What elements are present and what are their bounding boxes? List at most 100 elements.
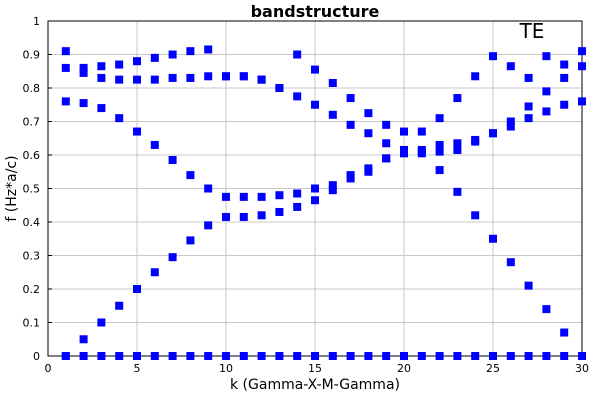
data-point — [346, 94, 355, 103]
x-tick-label: 20 — [397, 362, 411, 375]
data-point — [489, 52, 497, 61]
data-point — [542, 305, 551, 314]
data-point — [311, 65, 319, 74]
data-point — [435, 140, 444, 149]
data-point — [328, 352, 337, 360]
data-point — [115, 75, 124, 84]
data-point — [560, 328, 569, 337]
data-point — [239, 352, 248, 360]
data-point — [97, 62, 106, 71]
data-point — [328, 186, 337, 195]
data-point — [293, 189, 302, 198]
data-point — [489, 129, 497, 138]
data-point — [417, 127, 426, 136]
data-point — [542, 107, 551, 116]
data-point — [471, 135, 480, 144]
data-point — [506, 352, 515, 360]
y-tick-label: 0.7 — [23, 116, 41, 129]
data-point — [453, 94, 462, 103]
data-point — [542, 52, 551, 61]
data-point — [506, 258, 515, 267]
x-tick-label: 5 — [134, 362, 141, 375]
data-point — [97, 318, 106, 327]
data-point — [168, 50, 177, 59]
chart-title: bandstructure — [251, 2, 380, 21]
data-point — [79, 335, 88, 344]
data-point — [364, 109, 373, 118]
data-point — [578, 97, 586, 106]
data-point — [578, 47, 586, 56]
data-point — [168, 73, 177, 82]
data-point — [435, 114, 444, 123]
data-point — [257, 75, 266, 84]
data-point — [524, 114, 533, 123]
data-point — [346, 352, 355, 360]
data-point — [542, 87, 551, 96]
x-tick-label: 0 — [45, 362, 52, 375]
data-point — [506, 122, 515, 131]
data-point — [400, 127, 408, 136]
data-point — [311, 100, 319, 109]
data-point — [489, 234, 497, 243]
y-tick-label: 1 — [33, 15, 40, 28]
data-point — [168, 253, 177, 262]
data-point — [79, 63, 88, 72]
data-point — [293, 352, 302, 360]
data-point — [97, 352, 106, 360]
data-point — [417, 147, 426, 156]
data-point — [79, 352, 88, 360]
data-point — [453, 187, 462, 196]
data-point — [453, 145, 462, 154]
data-point — [524, 102, 533, 111]
data-point — [186, 73, 195, 82]
data-point — [382, 154, 391, 163]
data-point — [133, 57, 141, 66]
data-point — [186, 236, 195, 245]
data-point — [97, 104, 106, 113]
data-point — [79, 99, 88, 108]
data-point — [115, 114, 124, 123]
data-point — [222, 212, 230, 221]
data-point — [257, 352, 266, 360]
data-point — [239, 72, 248, 81]
data-point — [328, 110, 337, 119]
data-point — [150, 268, 159, 277]
x-axis-label: k (Gamma-X-M-Gamma) — [230, 377, 400, 393]
data-point — [328, 78, 337, 87]
data-point — [133, 127, 141, 136]
data-point — [186, 47, 195, 56]
data-point — [275, 207, 284, 216]
data-point — [150, 140, 159, 149]
data-point — [578, 62, 586, 71]
data-point — [239, 212, 248, 221]
data-point — [471, 211, 480, 220]
data-point — [168, 352, 177, 360]
data-point — [222, 192, 230, 201]
data-point — [150, 53, 159, 62]
data-point — [524, 73, 533, 82]
data-point — [364, 352, 373, 360]
y-tick-label: 0.2 — [23, 283, 41, 296]
data-point — [61, 97, 70, 106]
data-point — [489, 352, 497, 360]
y-tick-label: 0.3 — [23, 250, 41, 263]
data-point — [204, 221, 213, 230]
data-point — [364, 129, 373, 138]
data-point — [186, 352, 195, 360]
data-point — [453, 352, 462, 360]
x-tick-label: 15 — [308, 362, 322, 375]
x-tick-label: 25 — [486, 362, 500, 375]
data-point — [578, 352, 586, 360]
data-point — [133, 75, 141, 84]
data-point — [560, 73, 569, 82]
data-point — [204, 45, 213, 54]
data-point — [560, 100, 569, 109]
data-point — [115, 352, 124, 360]
data-point — [293, 202, 302, 211]
y-tick-label: 0.6 — [23, 149, 41, 162]
data-point — [133, 352, 141, 360]
data-point — [435, 166, 444, 175]
data-point — [400, 352, 408, 360]
